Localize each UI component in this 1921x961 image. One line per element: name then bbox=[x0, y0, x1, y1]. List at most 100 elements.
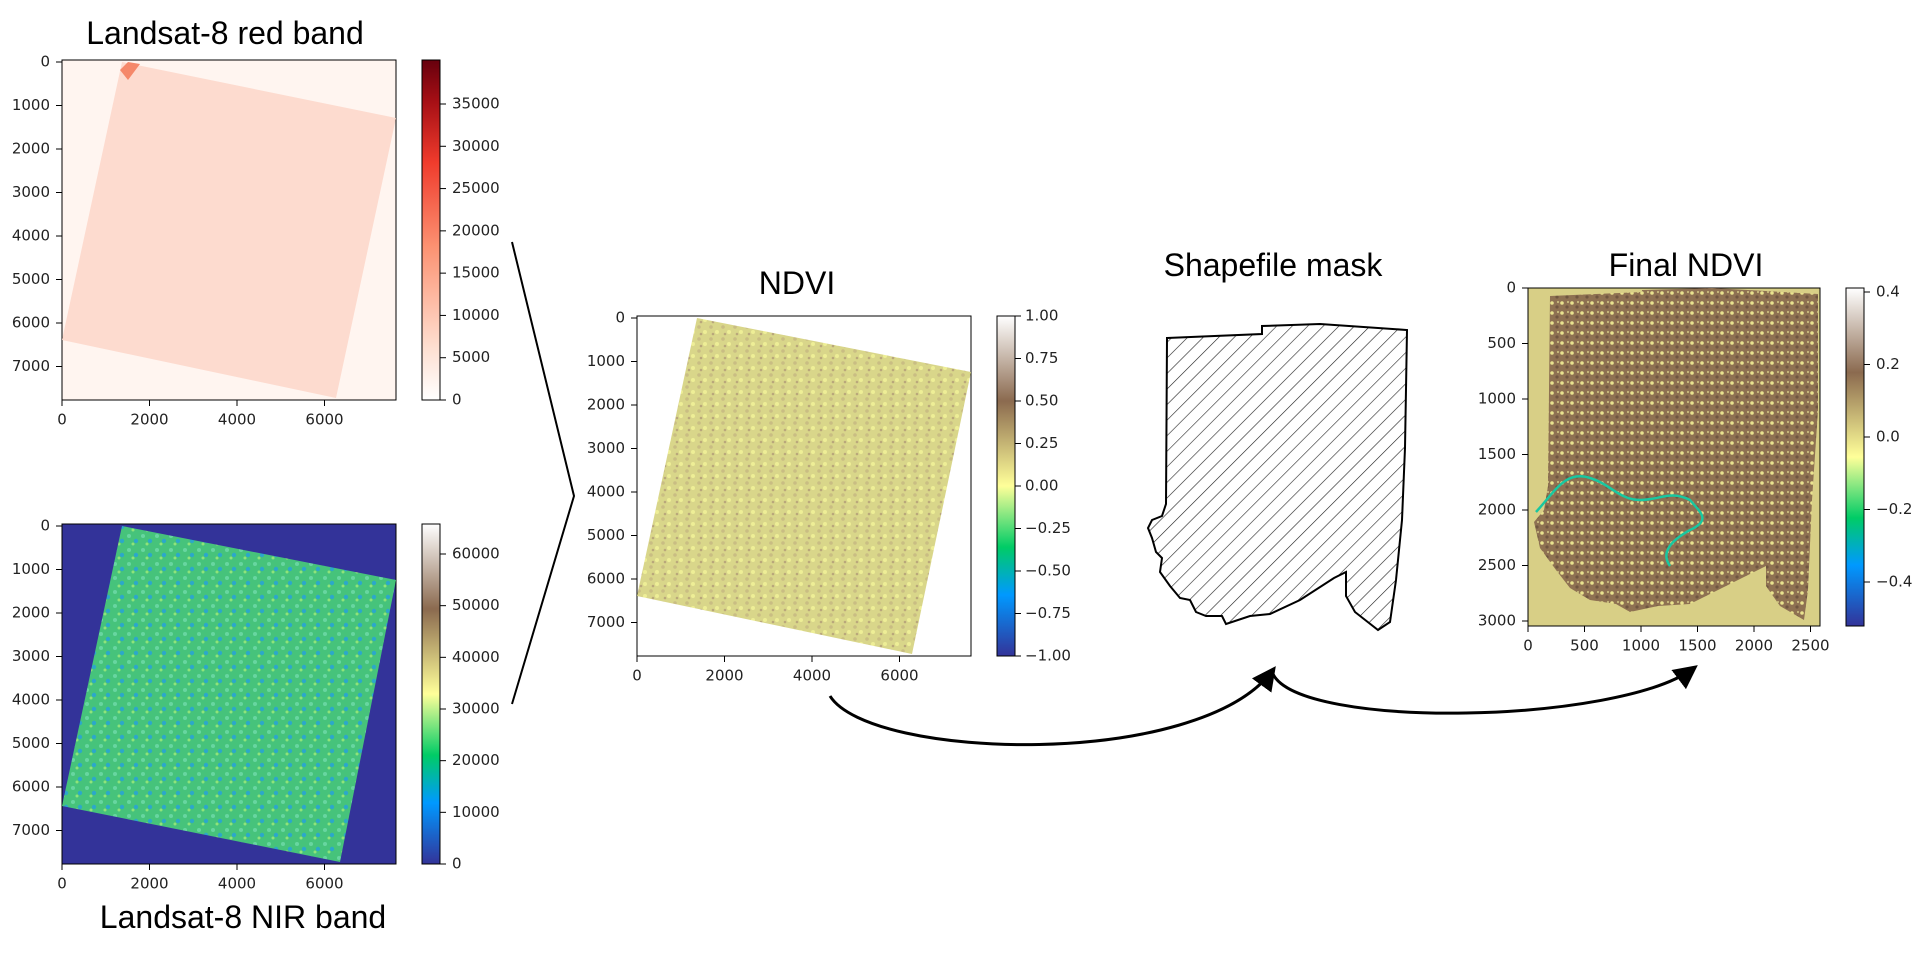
final-ndvi-colorbar bbox=[1845, 287, 1865, 627]
colorbar-tick-label: 30000 bbox=[452, 700, 500, 718]
ndvi-title: NDVI bbox=[759, 265, 835, 301]
arrow-mask-to-final bbox=[1271, 665, 1698, 715]
colorbar-tick-label: 0.4 bbox=[1876, 283, 1900, 301]
ndvi-scene bbox=[637, 318, 971, 654]
nir-band-title: Landsat-8 NIR band bbox=[100, 899, 386, 935]
final-ndvi-title: Final NDVI bbox=[1609, 247, 1764, 283]
y-tick-label: 1000 bbox=[12, 560, 50, 578]
red-band-colorbar-ticks: 35000 30000 25000 20000 15000 10000 5000 0 bbox=[440, 95, 500, 409]
x-tick-label: 500 bbox=[1570, 637, 1599, 655]
x-tick-label: 2000 bbox=[130, 411, 168, 429]
nir-band-scene bbox=[62, 526, 396, 862]
y-tick-label: 0 bbox=[40, 53, 50, 71]
colorbar-tick-label: 30000 bbox=[452, 137, 500, 155]
colorbar-tick-label: 10000 bbox=[452, 306, 500, 324]
arrow-ndvi-to-mask bbox=[828, 666, 1276, 747]
shapefile-mask-title: Shapefile mask bbox=[1164, 247, 1384, 283]
x-tick-label: 1000 bbox=[1622, 637, 1660, 655]
y-tick-label: 500 bbox=[1487, 334, 1516, 352]
colorbar-tick-label: 25000 bbox=[452, 179, 500, 197]
y-tick-label: 2000 bbox=[1478, 501, 1516, 519]
shapefile-mask-polygon bbox=[1146, 322, 1409, 632]
colorbar-tick-label: 0.25 bbox=[1025, 434, 1058, 452]
y-tick-label: 1000 bbox=[587, 352, 625, 370]
nir-band-colorbar-ticks: 60000 50000 40000 30000 20000 10000 0 bbox=[440, 545, 500, 873]
combine-bracket bbox=[511, 241, 576, 705]
x-tick-label: 1500 bbox=[1678, 637, 1716, 655]
y-tick-label: 2500 bbox=[1478, 556, 1516, 574]
x-tick-label: 0 bbox=[1523, 637, 1533, 655]
y-tick-label: 0 bbox=[40, 517, 50, 535]
colorbar-tick-label: 40000 bbox=[452, 648, 500, 666]
x-tick-label: 6000 bbox=[305, 411, 343, 429]
colorbar-tick-label: 0 bbox=[452, 855, 462, 873]
colorbar-tick-label: 15000 bbox=[452, 264, 500, 282]
red-band-x-axis: 0 2000 4000 6000 bbox=[57, 400, 344, 429]
colorbar-tick-label: −0.50 bbox=[1025, 562, 1071, 580]
red-band-y-axis: 0 1000 2000 3000 4000 5000 6000 7000 bbox=[12, 53, 62, 375]
colorbar-tick-label: 20000 bbox=[452, 751, 500, 769]
ndvi-y-axis: 0 1000 2000 3000 4000 5000 6000 7000 bbox=[587, 309, 637, 631]
y-tick-label: 6000 bbox=[12, 314, 50, 332]
red-band-scene bbox=[62, 62, 396, 398]
x-tick-label: 6000 bbox=[880, 667, 918, 685]
y-tick-label: 2000 bbox=[12, 604, 50, 622]
colorbar-tick-label: 20000 bbox=[452, 221, 500, 239]
colorbar-tick-label: −0.4 bbox=[1876, 573, 1912, 591]
x-tick-label: 6000 bbox=[305, 875, 343, 893]
y-tick-label: 1000 bbox=[12, 96, 50, 114]
final-ndvi-river bbox=[1535, 475, 1704, 567]
colorbar-tick-label: −1.00 bbox=[1025, 647, 1071, 665]
colorbar-tick-label: 10000 bbox=[452, 803, 500, 821]
y-tick-label: 3000 bbox=[12, 647, 50, 665]
y-tick-label: 2000 bbox=[587, 396, 625, 414]
y-tick-label: 2000 bbox=[12, 140, 50, 158]
colorbar-tick-label: 0 bbox=[452, 391, 462, 409]
nir-band-colorbar bbox=[421, 523, 441, 865]
final-ndvi-x-axis: 0 500 1000 1500 2000 2500 bbox=[1523, 626, 1830, 655]
red-band-scene-edge bbox=[120, 62, 140, 80]
y-tick-label: 3000 bbox=[12, 183, 50, 201]
y-tick-label: 3000 bbox=[587, 439, 625, 457]
colorbar-tick-label: 0.0 bbox=[1876, 428, 1900, 446]
x-tick-label: 4000 bbox=[218, 411, 256, 429]
y-tick-label: 6000 bbox=[12, 778, 50, 796]
x-tick-label: 0 bbox=[57, 411, 67, 429]
colorbar-tick-label: 0.50 bbox=[1025, 392, 1058, 410]
x-tick-label: 2000 bbox=[705, 667, 743, 685]
colorbar-tick-label: 35000 bbox=[452, 95, 500, 113]
colorbar-tick-label: −0.25 bbox=[1025, 519, 1071, 537]
final-ndvi-colorbar-ticks: 0.4 0.2 0.0 −0.2 −0.4 bbox=[1864, 283, 1912, 591]
y-tick-label: 5000 bbox=[12, 270, 50, 288]
y-tick-label: 4000 bbox=[587, 483, 625, 501]
colorbar-tick-label: 0.2 bbox=[1876, 355, 1900, 373]
colorbar-tick-label: 1.00 bbox=[1025, 307, 1058, 325]
ndvi-colorbar-ticks: 1.00 0.75 0.50 0.25 0.00 −0.25 −0.50 −0.75 −1.00 bbox=[1015, 307, 1071, 665]
y-tick-label: 0 bbox=[615, 309, 625, 327]
nir-band-y-axis: 0 1000 2000 3000 4000 5000 6000 7000 bbox=[12, 517, 62, 839]
y-tick-label: 7000 bbox=[12, 357, 50, 375]
y-tick-label: 6000 bbox=[587, 570, 625, 588]
y-tick-label: 7000 bbox=[587, 613, 625, 631]
colorbar-tick-label: −0.2 bbox=[1876, 500, 1912, 518]
y-tick-label: 5000 bbox=[587, 526, 625, 544]
y-tick-label: 4000 bbox=[12, 227, 50, 245]
y-tick-label: 1000 bbox=[1478, 390, 1516, 408]
ndvi-x-axis: 0 2000 4000 6000 bbox=[632, 656, 919, 685]
x-tick-label: 4000 bbox=[218, 875, 256, 893]
y-tick-label: 5000 bbox=[12, 734, 50, 752]
x-tick-label: 0 bbox=[632, 667, 642, 685]
panel-red-band: Landsat-8 red band 0 1000 2000 3000 4000 5000… bbox=[12, 15, 500, 429]
colorbar-tick-label: 50000 bbox=[452, 596, 500, 614]
colorbar-tick-label: 5000 bbox=[452, 348, 490, 366]
colorbar-tick-label: 0.00 bbox=[1025, 477, 1058, 495]
x-tick-label: 2000 bbox=[1735, 637, 1773, 655]
red-band-title: Landsat-8 red band bbox=[86, 15, 364, 51]
red-band-colorbar bbox=[421, 59, 441, 401]
y-tick-label: 3000 bbox=[1478, 612, 1516, 630]
final-ndvi-masked-region bbox=[1534, 288, 1818, 620]
ndvi-colorbar bbox=[996, 315, 1016, 657]
x-tick-label: 0 bbox=[57, 875, 67, 893]
colorbar-tick-label: 0.75 bbox=[1025, 349, 1058, 367]
final-ndvi-y-axis: 0 500 1000 1500 2000 2500 3000 bbox=[1478, 279, 1528, 630]
